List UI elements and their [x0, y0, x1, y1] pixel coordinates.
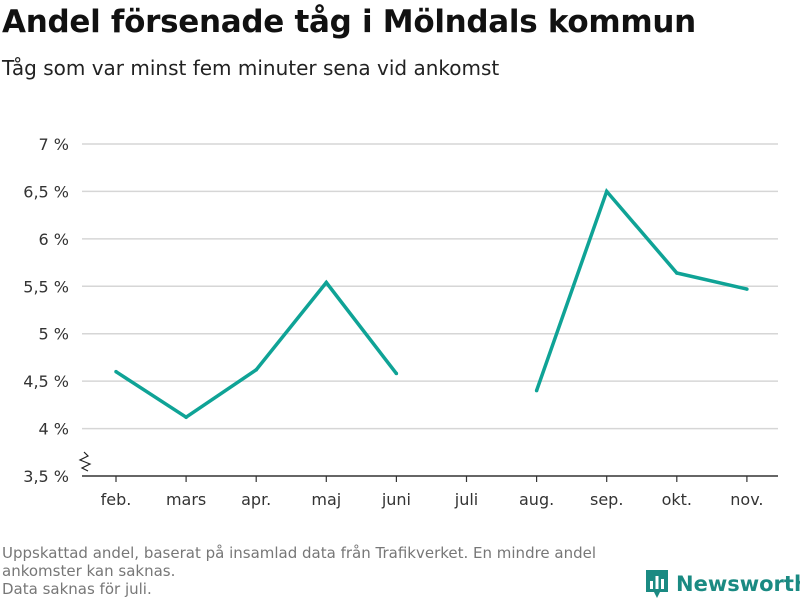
- chart-title: Andel försenade tåg i Mölndals kommun: [2, 4, 696, 40]
- grid-lines: [82, 143, 778, 430]
- data-point: [254, 368, 258, 372]
- y-tick-label: 6 %: [39, 230, 69, 249]
- x-tick-label: juli: [454, 490, 478, 509]
- x-tick-label: apr.: [241, 490, 271, 509]
- axis-break-icon: [78, 451, 92, 472]
- x-tick-label: aug.: [519, 490, 554, 509]
- footnote-line: Uppskattad andel, baserat på insamlad da…: [2, 544, 597, 562]
- y-tick-label: 7 %: [39, 135, 69, 154]
- chart-subtitle: Tåg som var minst fem minuter sena vid a…: [2, 56, 500, 80]
- y-tick-label: 4,5 %: [23, 372, 69, 391]
- data-point: [745, 287, 749, 291]
- y-tick-label: 5 %: [39, 325, 69, 344]
- data-point: [604, 189, 609, 194]
- footnote-line: Data saknas för juli.: [2, 580, 152, 598]
- series-line-segment: [534, 187, 748, 392]
- newsworthy-logo: Newsworthy: [644, 568, 800, 600]
- x-axis: feb. mars apr. maj juni juli aug. sep. okt. nov.: [78, 451, 778, 509]
- y-tick-label: 3,5 %: [23, 467, 69, 486]
- x-tick-label: nov.: [730, 490, 763, 509]
- data-point: [534, 388, 539, 393]
- x-tick-label: maj: [311, 490, 341, 509]
- data-point: [394, 371, 399, 376]
- x-tick-label: sep.: [590, 490, 623, 509]
- y-tick-label: 4 %: [39, 420, 69, 439]
- series-line-segment: [115, 279, 398, 420]
- data-point: [324, 280, 329, 285]
- data-point: [114, 369, 118, 374]
- y-tick-label: 5,5 %: [23, 277, 69, 296]
- footnote: Uppskattad andel, baserat på insamlad da…: [2, 544, 642, 598]
- brand-name: Newsworthy: [676, 572, 800, 596]
- x-tick-label: mars: [166, 490, 206, 509]
- x-tick-label: okt.: [662, 490, 692, 509]
- y-tick-label: 6,5 %: [23, 182, 69, 201]
- data-point: [184, 415, 188, 419]
- series-layer: [114, 187, 749, 420]
- line-chart: 3,5 % 4 % 4,5 % 5 % 5,5 % 6 % 6,5 % 7 % feb. mar…: [23, 135, 778, 509]
- x-tick-label: juni: [381, 490, 411, 509]
- footnote-line: ankomster kan saknas.: [2, 562, 176, 580]
- y-axis-ticks: 3,5 % 4 % 4,5 % 5 % 5,5 % 6 % 6,5 % 7 %: [23, 135, 69, 486]
- x-tick-label: feb.: [101, 490, 132, 509]
- data-point: [675, 271, 679, 275]
- bar-chart-pin-icon: [646, 570, 668, 598]
